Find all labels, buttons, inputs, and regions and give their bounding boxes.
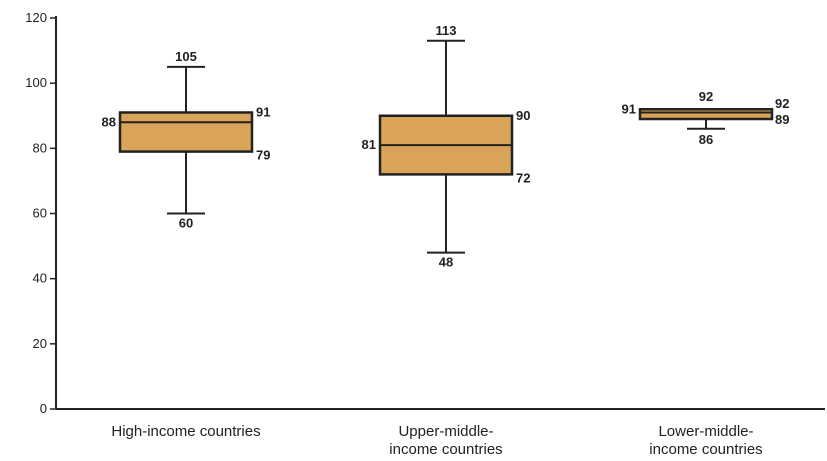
label-max: 113: [436, 23, 457, 38]
boxes-layer: [118, 39, 774, 254]
label-min: 86: [699, 132, 713, 147]
y-tick-label: 80: [33, 140, 47, 155]
label-q1: 72: [516, 170, 530, 185]
label-min: 60: [179, 216, 193, 231]
x-category-label: Upper-middle-income countries: [389, 423, 502, 458]
y-tick-label: 60: [33, 206, 47, 221]
label-q3: 91: [256, 104, 270, 119]
box-iqr: [118, 111, 254, 153]
label-q1: 89: [775, 112, 789, 127]
x-category-label: High-income countries: [111, 423, 260, 440]
label-q3: 92: [775, 96, 789, 111]
x-category-label-line: income countries: [649, 441, 762, 458]
x-category-label-line: Lower-middle-: [658, 423, 753, 440]
label-median: 88: [102, 114, 116, 129]
y-tick-label: 0: [40, 401, 47, 416]
label-q3: 90: [516, 108, 530, 123]
x-category-label-line: income countries: [389, 441, 502, 458]
label-max: 92: [699, 89, 713, 104]
y-tick-label: 20: [33, 336, 47, 351]
x-category-label-line: Upper-middle-: [398, 423, 493, 440]
y-tick-label: 100: [25, 75, 47, 90]
label-max: 105: [175, 49, 197, 64]
y-tick-label: 120: [25, 10, 47, 25]
label-median: 81: [362, 137, 376, 152]
label-min: 48: [439, 255, 453, 270]
x-category-label-line: High-income countries: [111, 423, 260, 440]
y-tick-label: 40: [33, 271, 47, 286]
label-median: 91: [622, 101, 636, 116]
box-iqr: [638, 107, 774, 121]
label-q1: 79: [256, 148, 270, 163]
x-category-label: Lower-middle-income countries: [649, 423, 762, 458]
axes: 0 20 40 60 80 100 120 High-income countries Uppe…: [25, 10, 825, 458]
